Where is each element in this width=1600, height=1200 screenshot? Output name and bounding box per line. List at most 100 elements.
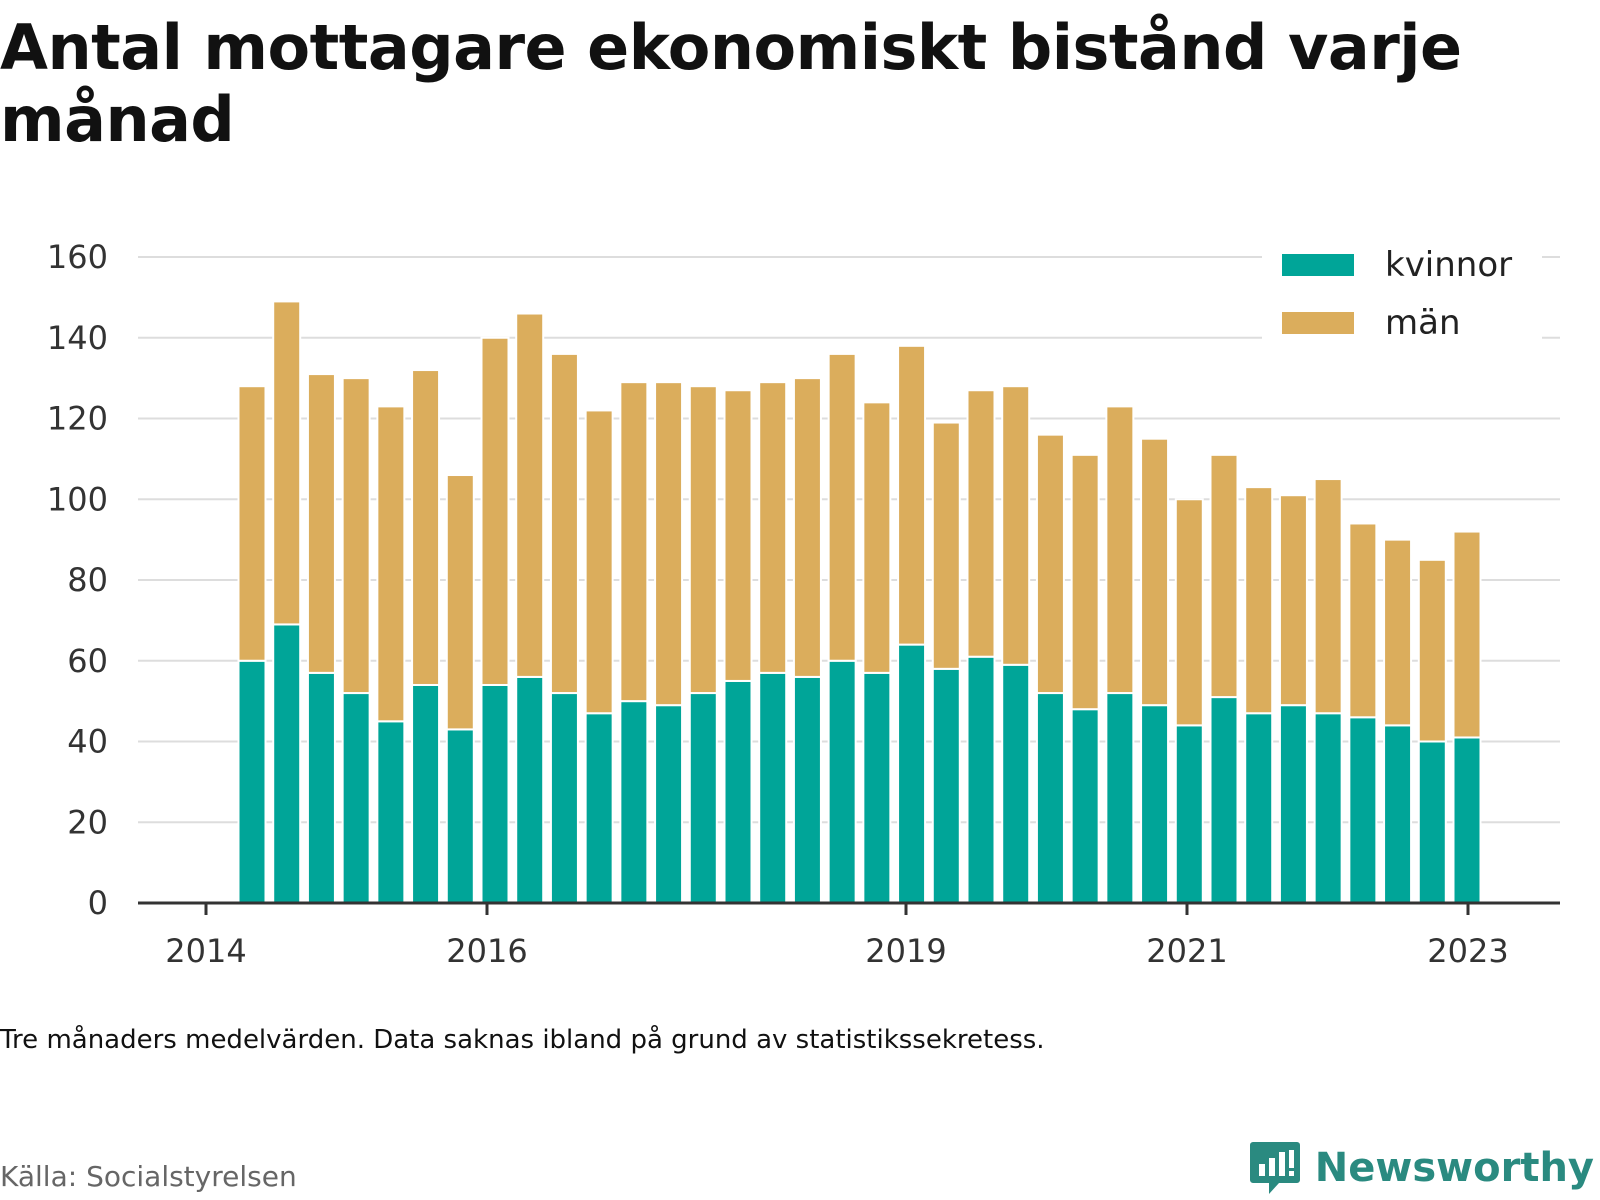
bar-kvinnor [376,720,406,904]
bar-man [1313,478,1343,715]
bar-kvinnor [1035,692,1065,904]
bar-kvinnor [931,667,961,905]
bar-man [1105,405,1135,695]
bar-kvinnor [1348,716,1378,905]
y-tick-label: 80 [67,561,108,599]
x-tick-label: 2014 [165,932,246,970]
bar-man [1244,486,1274,715]
bar-man [1348,522,1378,719]
y-tick-label: 40 [67,723,108,761]
bar-man [480,336,510,686]
x-tick-label: 2021 [1146,932,1227,970]
y-tick-label: 20 [67,803,108,841]
bar-man [897,344,927,646]
bar-kvinnor [515,675,545,905]
bar-kvinnor [549,692,579,904]
bar-man [272,300,302,626]
bar-kvinnor [237,659,267,904]
bar-man [1383,538,1413,727]
bar-man [966,389,996,658]
bar-man [1452,530,1482,739]
bar-kvinnor [445,728,475,905]
bar-man [1035,433,1065,695]
bar-man [1417,558,1447,743]
bar-man [827,352,857,662]
bar-man [723,389,753,682]
brand-name: Newsworthy [1314,1145,1594,1191]
x-tick-label: 2016 [446,932,527,970]
bar-man [1001,385,1031,666]
brand-logo: Newsworthy [1249,1140,1594,1196]
y-tick-label: 100 [47,480,108,518]
bar-kvinnor [1244,712,1274,904]
bar-man [758,381,788,674]
bar-kvinnor [272,623,302,904]
legend: kvinnor män [1262,240,1542,343]
bar-man [1174,498,1204,727]
bar-kvinnor [1452,736,1482,905]
y-axis-ticks: 0 20 40 60 80 100 120 140 160 [47,238,108,922]
bar-kvinnor [688,692,718,904]
bar-kvinnor [619,700,649,904]
bar-kvinnor [1278,704,1308,904]
bar-kvinnor [792,675,822,905]
bar-kvinnor [862,671,892,904]
bar-kvinnor [827,659,857,904]
source-credit: Källa: Socialstyrelsen [0,1160,297,1193]
bar-man [584,409,614,715]
x-axis: 2014 2016 2019 2021 2023 [138,901,1560,970]
bar-man [445,474,475,731]
bar-kvinnor [1417,740,1447,904]
legend-swatch [1282,254,1354,276]
bar-man [549,352,579,695]
bar-man [1140,437,1170,707]
bar-kvinnor [966,655,996,905]
bar-man [619,381,649,703]
bar-man [931,421,961,670]
legend-label: män [1385,303,1461,343]
bar-kvinnor [1140,704,1170,904]
bar-man [654,381,684,707]
legend-label: kvinnor [1385,245,1512,285]
bar-man [862,401,892,674]
bar-kvinnor [306,671,336,904]
bar-kvinnor [654,704,684,904]
bar-kvinnor [411,683,441,904]
bar-man [237,385,267,662]
bar-kvinnor [1313,712,1343,904]
bar-kvinnor [723,679,753,904]
y-tick-label: 0 [88,884,108,922]
bar-man [411,369,441,686]
bar-kvinnor [758,671,788,904]
bar-kvinnor [1383,724,1413,904]
x-tick-label: 2019 [865,932,946,970]
bar-kvinnor [1174,724,1204,904]
newsworthy-logo-icon [1249,1142,1300,1194]
y-tick-label: 160 [47,238,108,276]
bar-kvinnor [1209,696,1239,905]
chart-title: Antal mottagare ekonomiskt bistånd varje… [0,11,1462,156]
bars [237,300,1482,905]
bar-kvinnor [341,692,371,904]
bar-man [306,373,336,674]
legend-swatch [1282,312,1354,334]
bar-kvinnor [1070,708,1100,905]
bar-man [792,377,822,678]
bar-man [515,312,545,678]
bar-man [1278,494,1308,707]
y-tick-label: 120 [47,400,108,438]
bar-man [688,385,718,695]
y-tick-label: 140 [47,319,108,357]
bar-man [1070,453,1100,711]
bar-kvinnor [480,683,510,904]
bar-man [376,405,406,723]
bar-kvinnor [897,643,927,904]
bar-kvinnor [1105,692,1135,904]
bar-man [1209,453,1239,699]
bar-kvinnor [584,712,614,904]
bar-kvinnor [1001,663,1031,904]
bar-man [341,377,371,695]
y-tick-label: 60 [67,642,108,680]
x-tick-label: 2023 [1427,932,1508,970]
